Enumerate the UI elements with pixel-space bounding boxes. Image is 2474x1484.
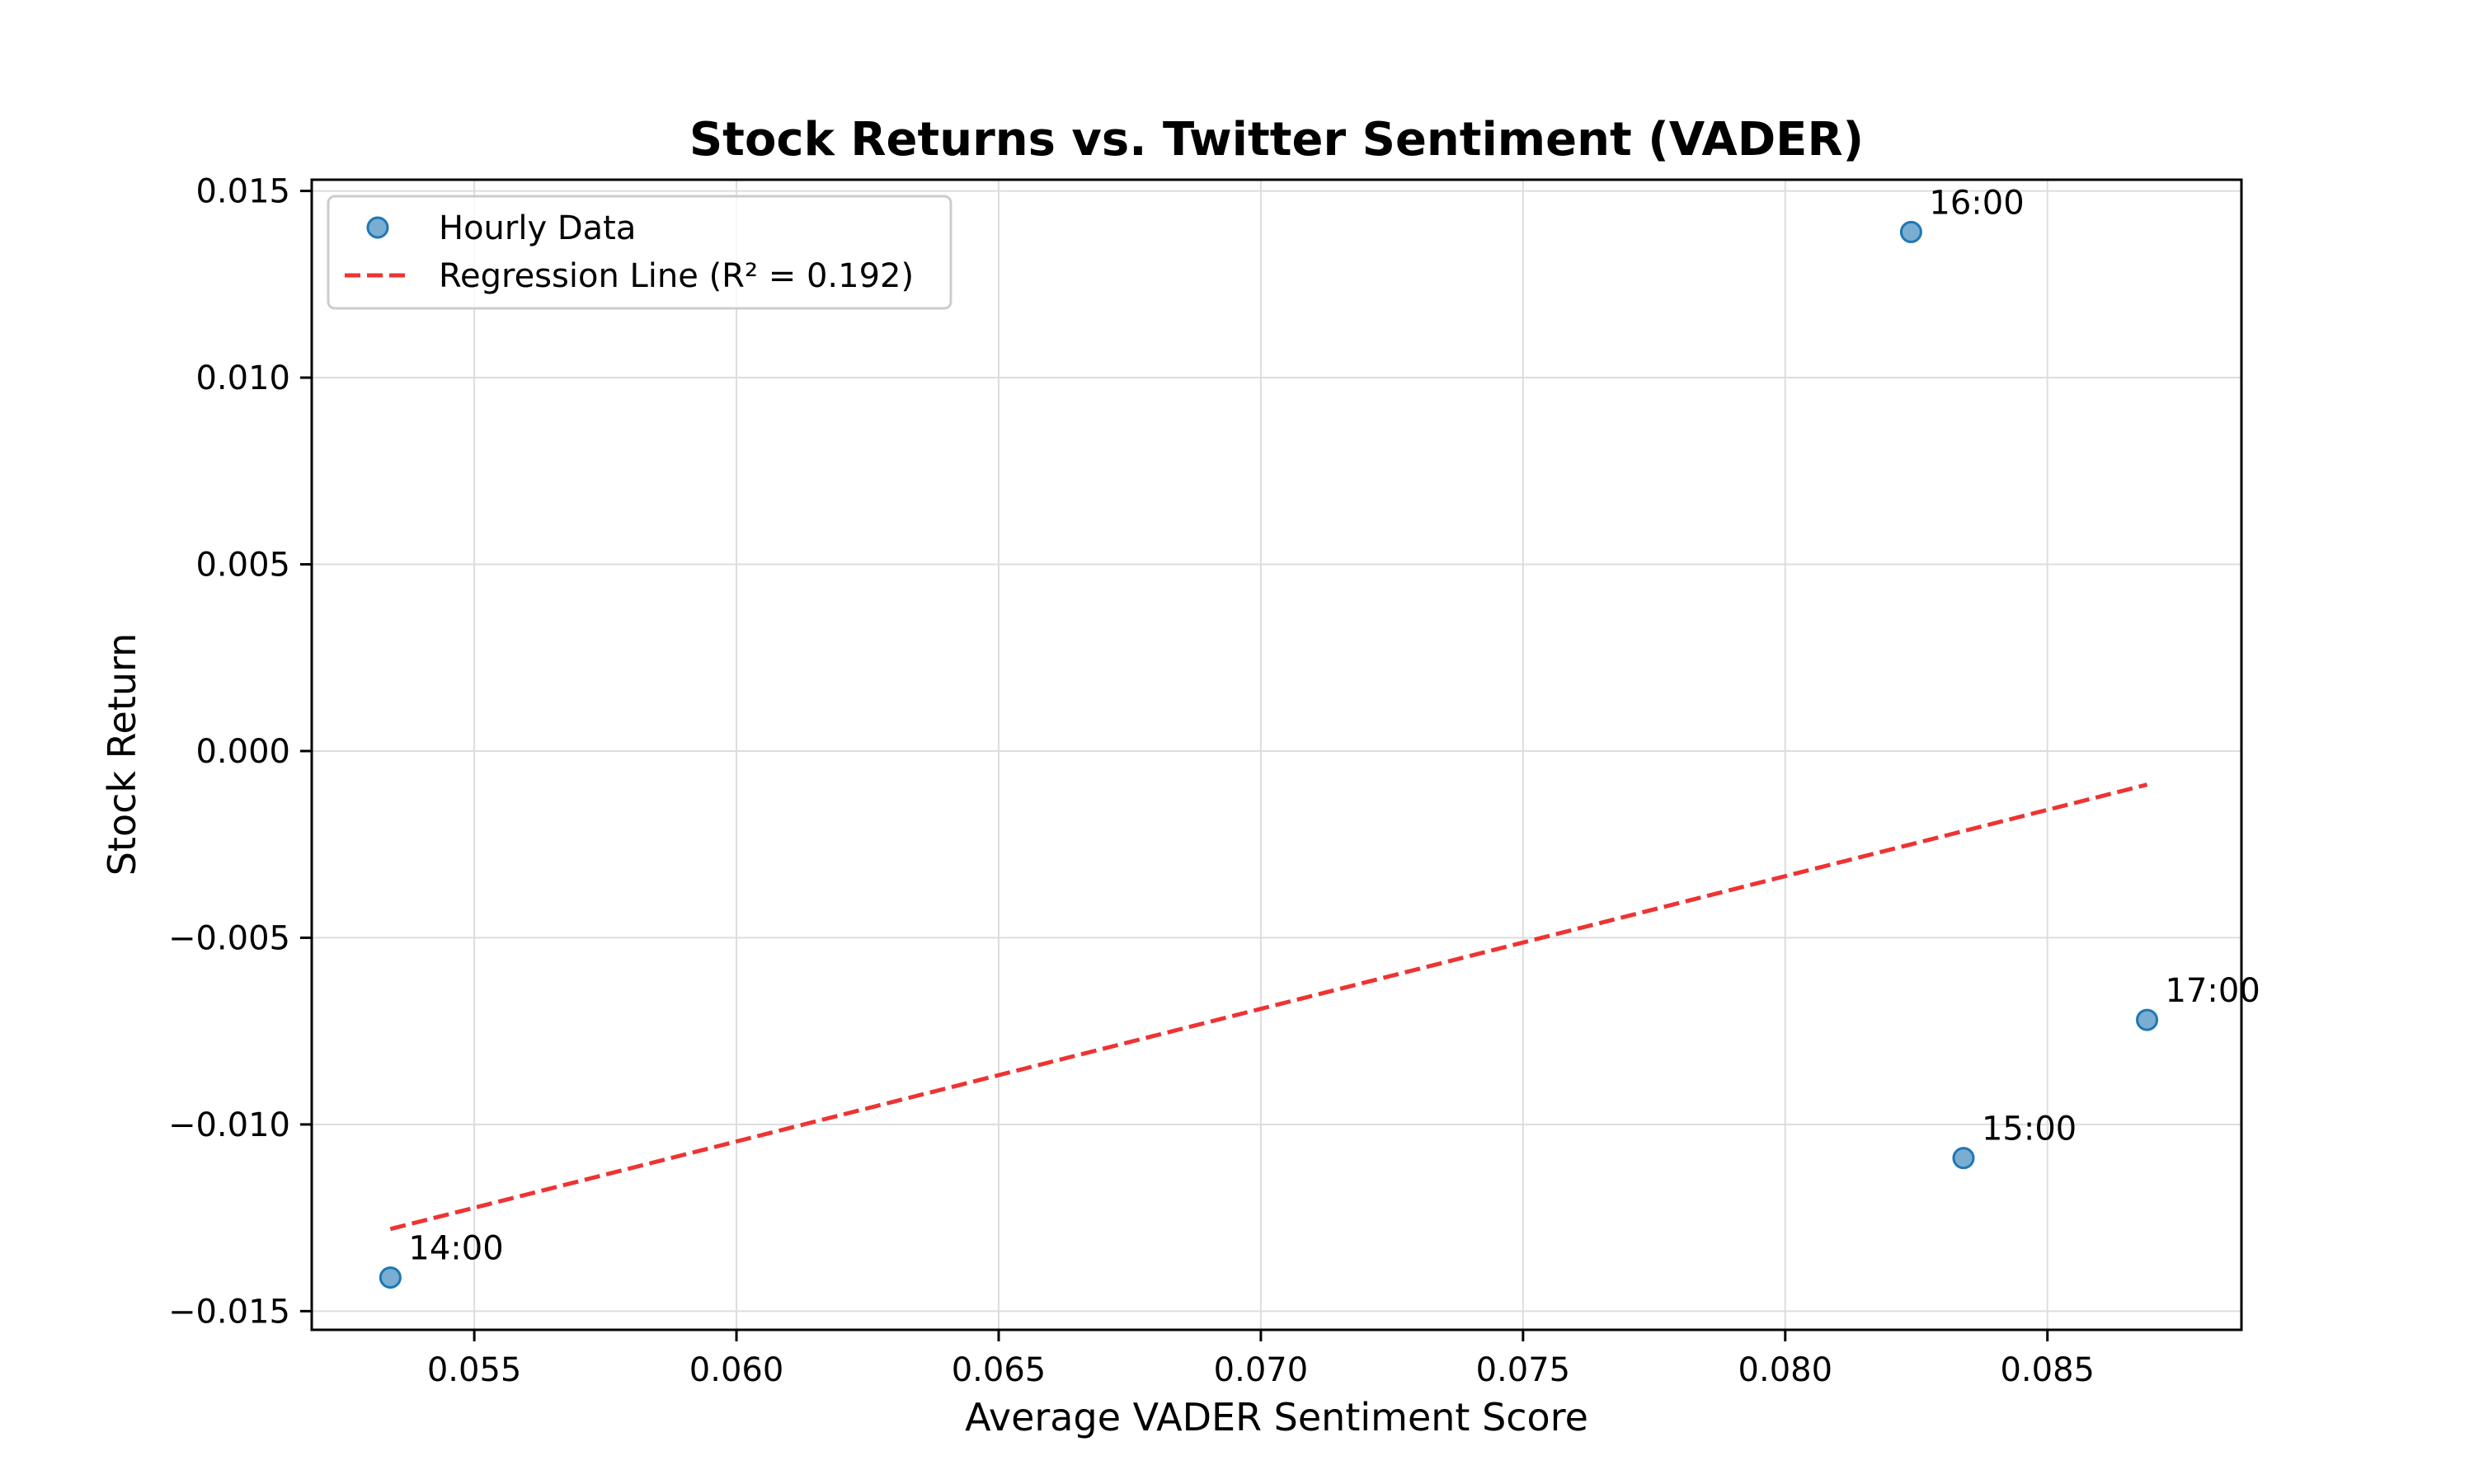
x-axis-label: Average VADER Sentiment Score: [965, 1395, 1588, 1439]
y-tick-label: 0.015: [195, 173, 290, 211]
y-tick-label: 0.010: [195, 359, 290, 397]
legend-marker-hourly-data: [366, 216, 389, 239]
x-tick-label: 0.065: [952, 1351, 1047, 1389]
regression-line-layer: [389, 782, 2148, 1232]
x-tick-label: 0.080: [1738, 1351, 1833, 1389]
chart-title: Stock Returns vs. Twitter Sentiment (VAD…: [689, 113, 1864, 167]
x-tick-label: 0.070: [1214, 1351, 1309, 1389]
x-tick-label: 0.055: [427, 1351, 522, 1389]
scatter-point: [379, 1266, 402, 1289]
legend: Hourly Data Regression Line (R² = 0.192): [327, 195, 952, 310]
point-annotation: 15:00: [1982, 1111, 2077, 1148]
x-tick-label: 0.085: [2000, 1351, 2095, 1389]
legend-box: [327, 195, 952, 310]
scatter-point: [2136, 1008, 2159, 1031]
y-tick-label: −0.015: [168, 1293, 290, 1331]
y-axis-label: Stock Return: [100, 633, 144, 876]
point-annotation: 16:00: [1929, 184, 2024, 222]
y-tick-label: −0.005: [168, 919, 290, 957]
legend-label-hourly-data: Hourly Data: [439, 209, 636, 247]
scatter-point: [1952, 1147, 1975, 1170]
y-tick-label: 0.000: [195, 733, 290, 771]
y-tick-label: 0.005: [195, 547, 290, 585]
x-tick-label: 0.075: [1476, 1351, 1571, 1389]
axes-frame: [310, 178, 2243, 1331]
regression-line: [389, 782, 2148, 1232]
x-tick-label: 0.060: [689, 1351, 784, 1389]
axis-ticks: 0.055 0.060 0.065 0.070 0.075 0.080 0.085 0.015…: [168, 173, 2095, 1389]
point-annotation: 14:00: [408, 1230, 503, 1268]
y-tick-label: −0.010: [168, 1106, 290, 1144]
point-annotation: 17:00: [2166, 972, 2260, 1010]
scatter-point: [1899, 220, 1922, 243]
grid: [312, 180, 2241, 1330]
legend-label-regression-line: Regression Line (R² = 0.192): [439, 257, 914, 295]
scatter-points-layer: 14:00 15:00 16:00 17:00: [379, 184, 2260, 1289]
